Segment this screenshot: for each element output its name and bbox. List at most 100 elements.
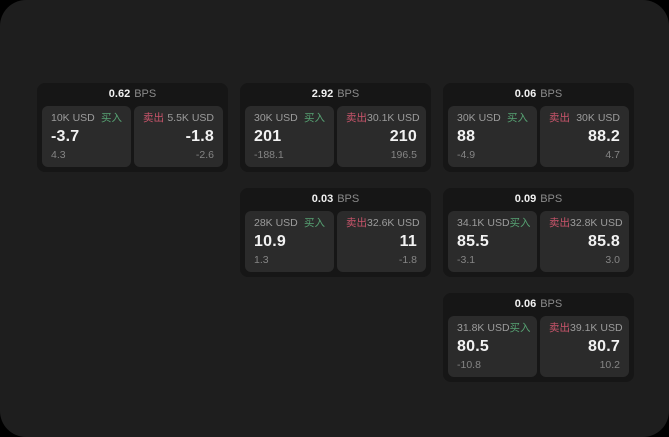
sell-panel[interactable]: 卖出 39.1K USD 80.7 10.2 [540,316,629,377]
buy-side-label: 买入 [507,112,528,124]
spread-unit: BPS [540,298,563,310]
quote-card: 0.09 BPS 34.1K USD 买入 85.5 -3.1 卖出 [443,188,634,277]
sell-label-row: 卖出 39.1K USD [549,322,623,334]
sell-panel[interactable]: 卖出 32.8K USD 85.8 3.0 [540,211,629,272]
spread-value: 2.92 [311,88,334,100]
buy-price: -3.7 [51,127,80,145]
spread-value: 0.06 [514,298,537,310]
buy-panel[interactable]: 30K USD 买入 201 -188.1 [245,106,334,167]
buy-price: 80.5 [457,337,489,355]
buy-price: 85.5 [457,232,489,250]
buy-label-row: 34.1K USD 买入 [457,217,531,229]
spread-unit: BPS [540,193,563,205]
buy-side-label: 买入 [509,322,531,334]
spread-value: 0.03 [311,193,334,205]
buy-panel[interactable]: 31.8K USD 买入 80.5 -10.8 [448,316,537,377]
sell-change: 4.7 [605,148,620,161]
sell-change: -2.6 [195,148,214,161]
sell-side-label: 卖出 [549,112,570,124]
sell-size-label: 39.1K USD [570,322,623,334]
sell-side-label: 卖出 [143,112,164,124]
spread-unit: BPS [337,88,360,100]
sell-side-label: 卖出 [549,322,570,334]
spread-value: 0.62 [108,88,131,100]
buy-change: -3.1 [457,253,476,266]
sell-label-row: 卖出 30K USD [549,113,620,124]
spread-header: 0.62 BPS [37,83,228,106]
sell-price: 11 [399,232,417,250]
spread-header: 0.09 BPS [443,188,634,211]
sell-side-label: 卖出 [549,217,570,229]
buy-side-label: 买入 [509,217,531,229]
quote-card: 0.62 BPS 10K USD 买入 -3.7 4.3 卖出 [37,83,228,172]
buy-label-row: 30K USD 买入 [457,113,528,124]
spread-header: 0.06 BPS [443,83,634,106]
buy-size-label: 31.8K USD [457,322,510,334]
sell-size-label: 30.1K USD [367,112,420,124]
spread-header: 0.06 BPS [443,293,634,316]
sell-size-label: 5.5K USD [167,112,214,124]
quote-panels: 31.8K USD 买入 80.5 -10.8 卖出 39.1K USD 80.… [448,316,629,377]
buy-side-label: 买入 [304,112,325,124]
quote-card: 0.06 BPS 30K USD 买入 88 -4.9 卖出 [443,83,634,172]
buy-label-row: 31.8K USD 买入 [457,322,531,334]
sell-size-label: 32.6K USD [367,217,420,229]
buy-side-label: 买入 [101,112,122,124]
sell-price: 210 [389,127,417,145]
buy-size-label: 10K USD [51,112,95,124]
buy-side-label: 买入 [304,217,325,229]
buy-price: 88 [457,127,476,145]
spread-header: 2.92 BPS [240,83,431,106]
buy-panel[interactable]: 34.1K USD 买入 85.5 -3.1 [448,211,537,272]
buy-change: -10.8 [457,358,481,371]
sell-price: 85.8 [588,232,620,250]
quote-panels: 34.1K USD 买入 85.5 -3.1 卖出 32.8K USD 85.8… [448,211,629,272]
buy-panel[interactable]: 30K USD 买入 88 -4.9 [448,106,537,167]
sell-panel[interactable]: 卖出 5.5K USD -1.8 -2.6 [134,106,223,167]
buy-change: 1.3 [254,253,269,266]
buy-panel[interactable]: 28K USD 买入 10.9 1.3 [245,211,334,272]
buy-size-label: 30K USD [254,112,298,124]
buy-panel[interactable]: 10K USD 买入 -3.7 4.3 [42,106,131,167]
spread-unit: BPS [540,88,563,100]
quote-card: 0.06 BPS 31.8K USD 买入 80.5 -10.8 卖 [443,293,634,382]
sell-change: 3.0 [605,253,620,266]
sell-label-row: 卖出 32.6K USD [346,217,420,229]
quote-grid: 0.62 BPS 10K USD 买入 -3.7 4.3 卖出 [37,83,634,382]
spread-unit: BPS [134,88,157,100]
quote-panels: 10K USD 买入 -3.7 4.3 卖出 5.5K USD -1.8 -2.… [42,106,223,167]
sell-label-row: 卖出 32.8K USD [549,217,623,229]
buy-change: -188.1 [254,148,284,161]
sell-panel[interactable]: 卖出 32.6K USD 11 -1.8 [337,211,426,272]
sell-size-label: 32.8K USD [570,217,623,229]
quote-card: 2.92 BPS 30K USD 买入 201 -188.1 卖出 [240,83,431,172]
buy-change: 4.3 [51,148,66,161]
sell-side-label: 卖出 [346,112,367,124]
sell-side-label: 卖出 [346,217,367,229]
quote-panels: 30K USD 买入 201 -188.1 卖出 30.1K USD 210 1… [245,106,426,167]
sell-price: -1.8 [185,127,214,145]
buy-label-row: 10K USD 买入 [51,113,122,124]
buy-label-row: 28K USD 买入 [254,218,325,229]
sell-label-row: 卖出 30.1K USD [346,112,420,124]
spread-unit: BPS [337,193,360,205]
quote-card: 0.03 BPS 28K USD 买入 10.9 1.3 卖出 [240,188,431,277]
buy-size-label: 28K USD [254,217,298,229]
sell-panel[interactable]: 卖出 30K USD 88.2 4.7 [540,106,629,167]
buy-label-row: 30K USD 买入 [254,113,325,124]
spread-value: 0.09 [514,193,537,205]
buy-size-label: 34.1K USD [457,217,510,229]
sell-label-row: 卖出 5.5K USD [143,113,214,124]
spread-value: 0.06 [514,88,537,100]
sell-size-label: 30K USD [576,112,620,124]
sell-change: -1.8 [398,253,417,266]
sell-change: 196.5 [390,148,417,161]
spread-header: 0.03 BPS [240,188,431,211]
buy-size-label: 30K USD [457,112,501,124]
buy-change: -4.9 [457,148,476,161]
sell-price: 80.7 [588,337,620,355]
buy-price: 10.9 [254,232,286,250]
sell-panel[interactable]: 卖出 30.1K USD 210 196.5 [337,106,426,167]
